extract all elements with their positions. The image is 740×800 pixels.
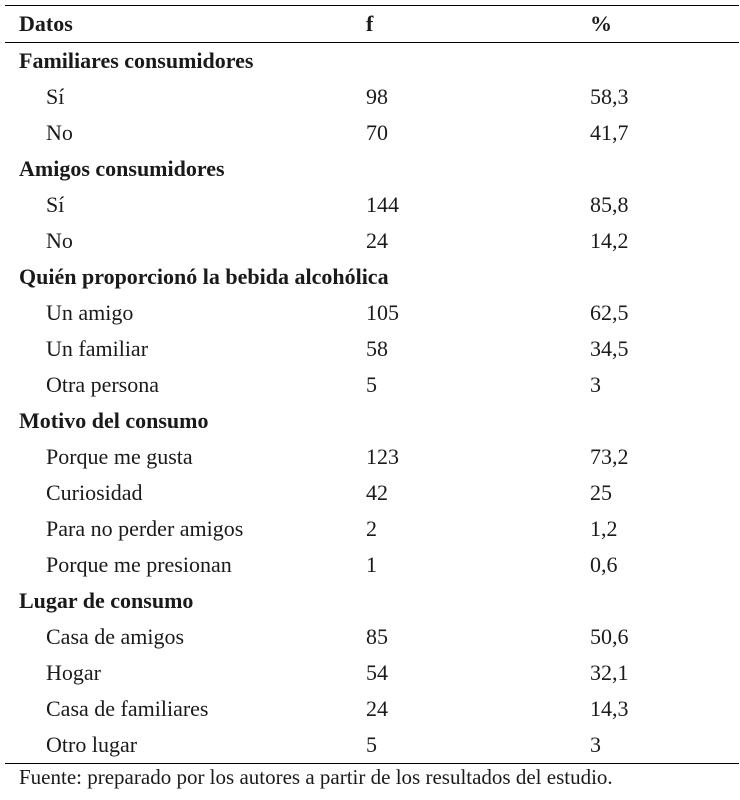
table-row: Curiosidad 42 25 [5, 475, 739, 511]
row-percent: 14,3 [590, 696, 629, 721]
row-percent: 25 [590, 480, 612, 505]
row-frequency: 24 [366, 228, 388, 253]
row-percent: 50,6 [590, 624, 629, 649]
group-title: Motivo del consumo [19, 408, 209, 433]
header-datos: Datos [5, 5, 366, 43]
row-frequency: 1 [366, 552, 377, 577]
table-row: Sí 98 58,3 [5, 79, 739, 115]
header-percent: % [590, 5, 739, 43]
row-label: Hogar [46, 660, 101, 685]
row-label: Para no perder amigos [46, 516, 244, 541]
row-label: No [46, 228, 73, 253]
header-row: Datos f % [5, 5, 739, 43]
group-row: Familiares consumidores [5, 43, 739, 80]
table-row: No 70 41,7 [5, 115, 739, 151]
table-row: Otra persona 5 3 [5, 367, 739, 403]
row-frequency: 5 [366, 372, 377, 397]
table-row: Hogar 54 32,1 [5, 655, 739, 691]
data-table: Datos f % Familiares consumidores Sí 98 58,… [5, 5, 739, 764]
row-label: Sí [46, 192, 65, 217]
row-frequency: 54 [366, 660, 388, 685]
table-row: Casa de amigos 85 50,6 [5, 619, 739, 655]
row-label: Porque me gusta [46, 444, 193, 469]
row-frequency: 85 [366, 624, 388, 649]
row-percent: 73,2 [590, 444, 629, 469]
row-percent: 85,8 [590, 192, 629, 217]
row-frequency: 24 [366, 696, 388, 721]
group-title: Lugar de consumo [19, 588, 194, 613]
group-row: Lugar de consumo [5, 583, 739, 619]
row-percent: 34,5 [590, 336, 629, 361]
table-row: No 24 14,2 [5, 223, 739, 259]
row-label: Sí [46, 84, 65, 109]
row-label: No [46, 120, 73, 145]
row-percent: 1,2 [590, 516, 618, 541]
row-frequency: 70 [366, 120, 388, 145]
group-row: Amigos consumidores [5, 151, 739, 187]
group-title: Quién proporcionó la bebida alcohólica [19, 264, 389, 289]
table-row: Otro lugar 5 3 [5, 727, 739, 764]
row-label: Casa de amigos [46, 624, 185, 649]
table-row: Un amigo 105 62,5 [5, 295, 739, 331]
row-label: Porque me presionan [46, 552, 232, 577]
row-label: Un familiar [46, 336, 149, 361]
row-frequency: 42 [366, 480, 388, 505]
row-frequency: 98 [366, 84, 388, 109]
table-row: Un familiar 58 34,5 [5, 331, 739, 367]
row-frequency: 123 [366, 444, 399, 469]
table-row: Porque me presionan 1 0,6 [5, 547, 739, 583]
row-label: Curiosidad [46, 480, 143, 505]
row-percent: 3 [590, 372, 601, 397]
header-f: f [366, 5, 590, 43]
row-percent: 32,1 [590, 660, 629, 685]
row-label: Casa de familiares [46, 696, 209, 721]
row-frequency: 105 [366, 300, 399, 325]
table-row: Porque me gusta 123 73,2 [5, 439, 739, 475]
row-percent: 14,2 [590, 228, 629, 253]
row-percent: 41,7 [590, 120, 629, 145]
row-percent: 62,5 [590, 300, 629, 325]
source-note: Fuente: preparado por los autores a part… [19, 765, 613, 789]
table-body: Familiares consumidores Sí 98 58,3 No 70 41,7 A… [5, 43, 739, 764]
row-label: Un amigo [46, 300, 134, 325]
row-frequency: 58 [366, 336, 388, 361]
table-header: Datos f % [5, 5, 739, 43]
row-label: Otro lugar [5, 727, 366, 764]
group-row: Motivo del consumo [5, 403, 739, 439]
row-frequency: 2 [366, 516, 377, 541]
table-row: Casa de familiares 24 14,3 [5, 691, 739, 727]
group-row: Quién proporcionó la bebida alcohólica [5, 259, 739, 295]
row-percent: 58,3 [590, 84, 629, 109]
row-percent: 3 [590, 727, 739, 764]
row-frequency: 5 [366, 727, 590, 764]
row-frequency: 144 [366, 192, 399, 217]
table-row: Sí 144 85,8 [5, 187, 739, 223]
group-title: Amigos consumidores [19, 156, 225, 181]
row-percent: 0,6 [590, 552, 618, 577]
row-label: Otra persona [46, 372, 160, 397]
table-row: Para no perder amigos 2 1,2 [5, 511, 739, 547]
group-title: Familiares consumidores [19, 48, 254, 73]
